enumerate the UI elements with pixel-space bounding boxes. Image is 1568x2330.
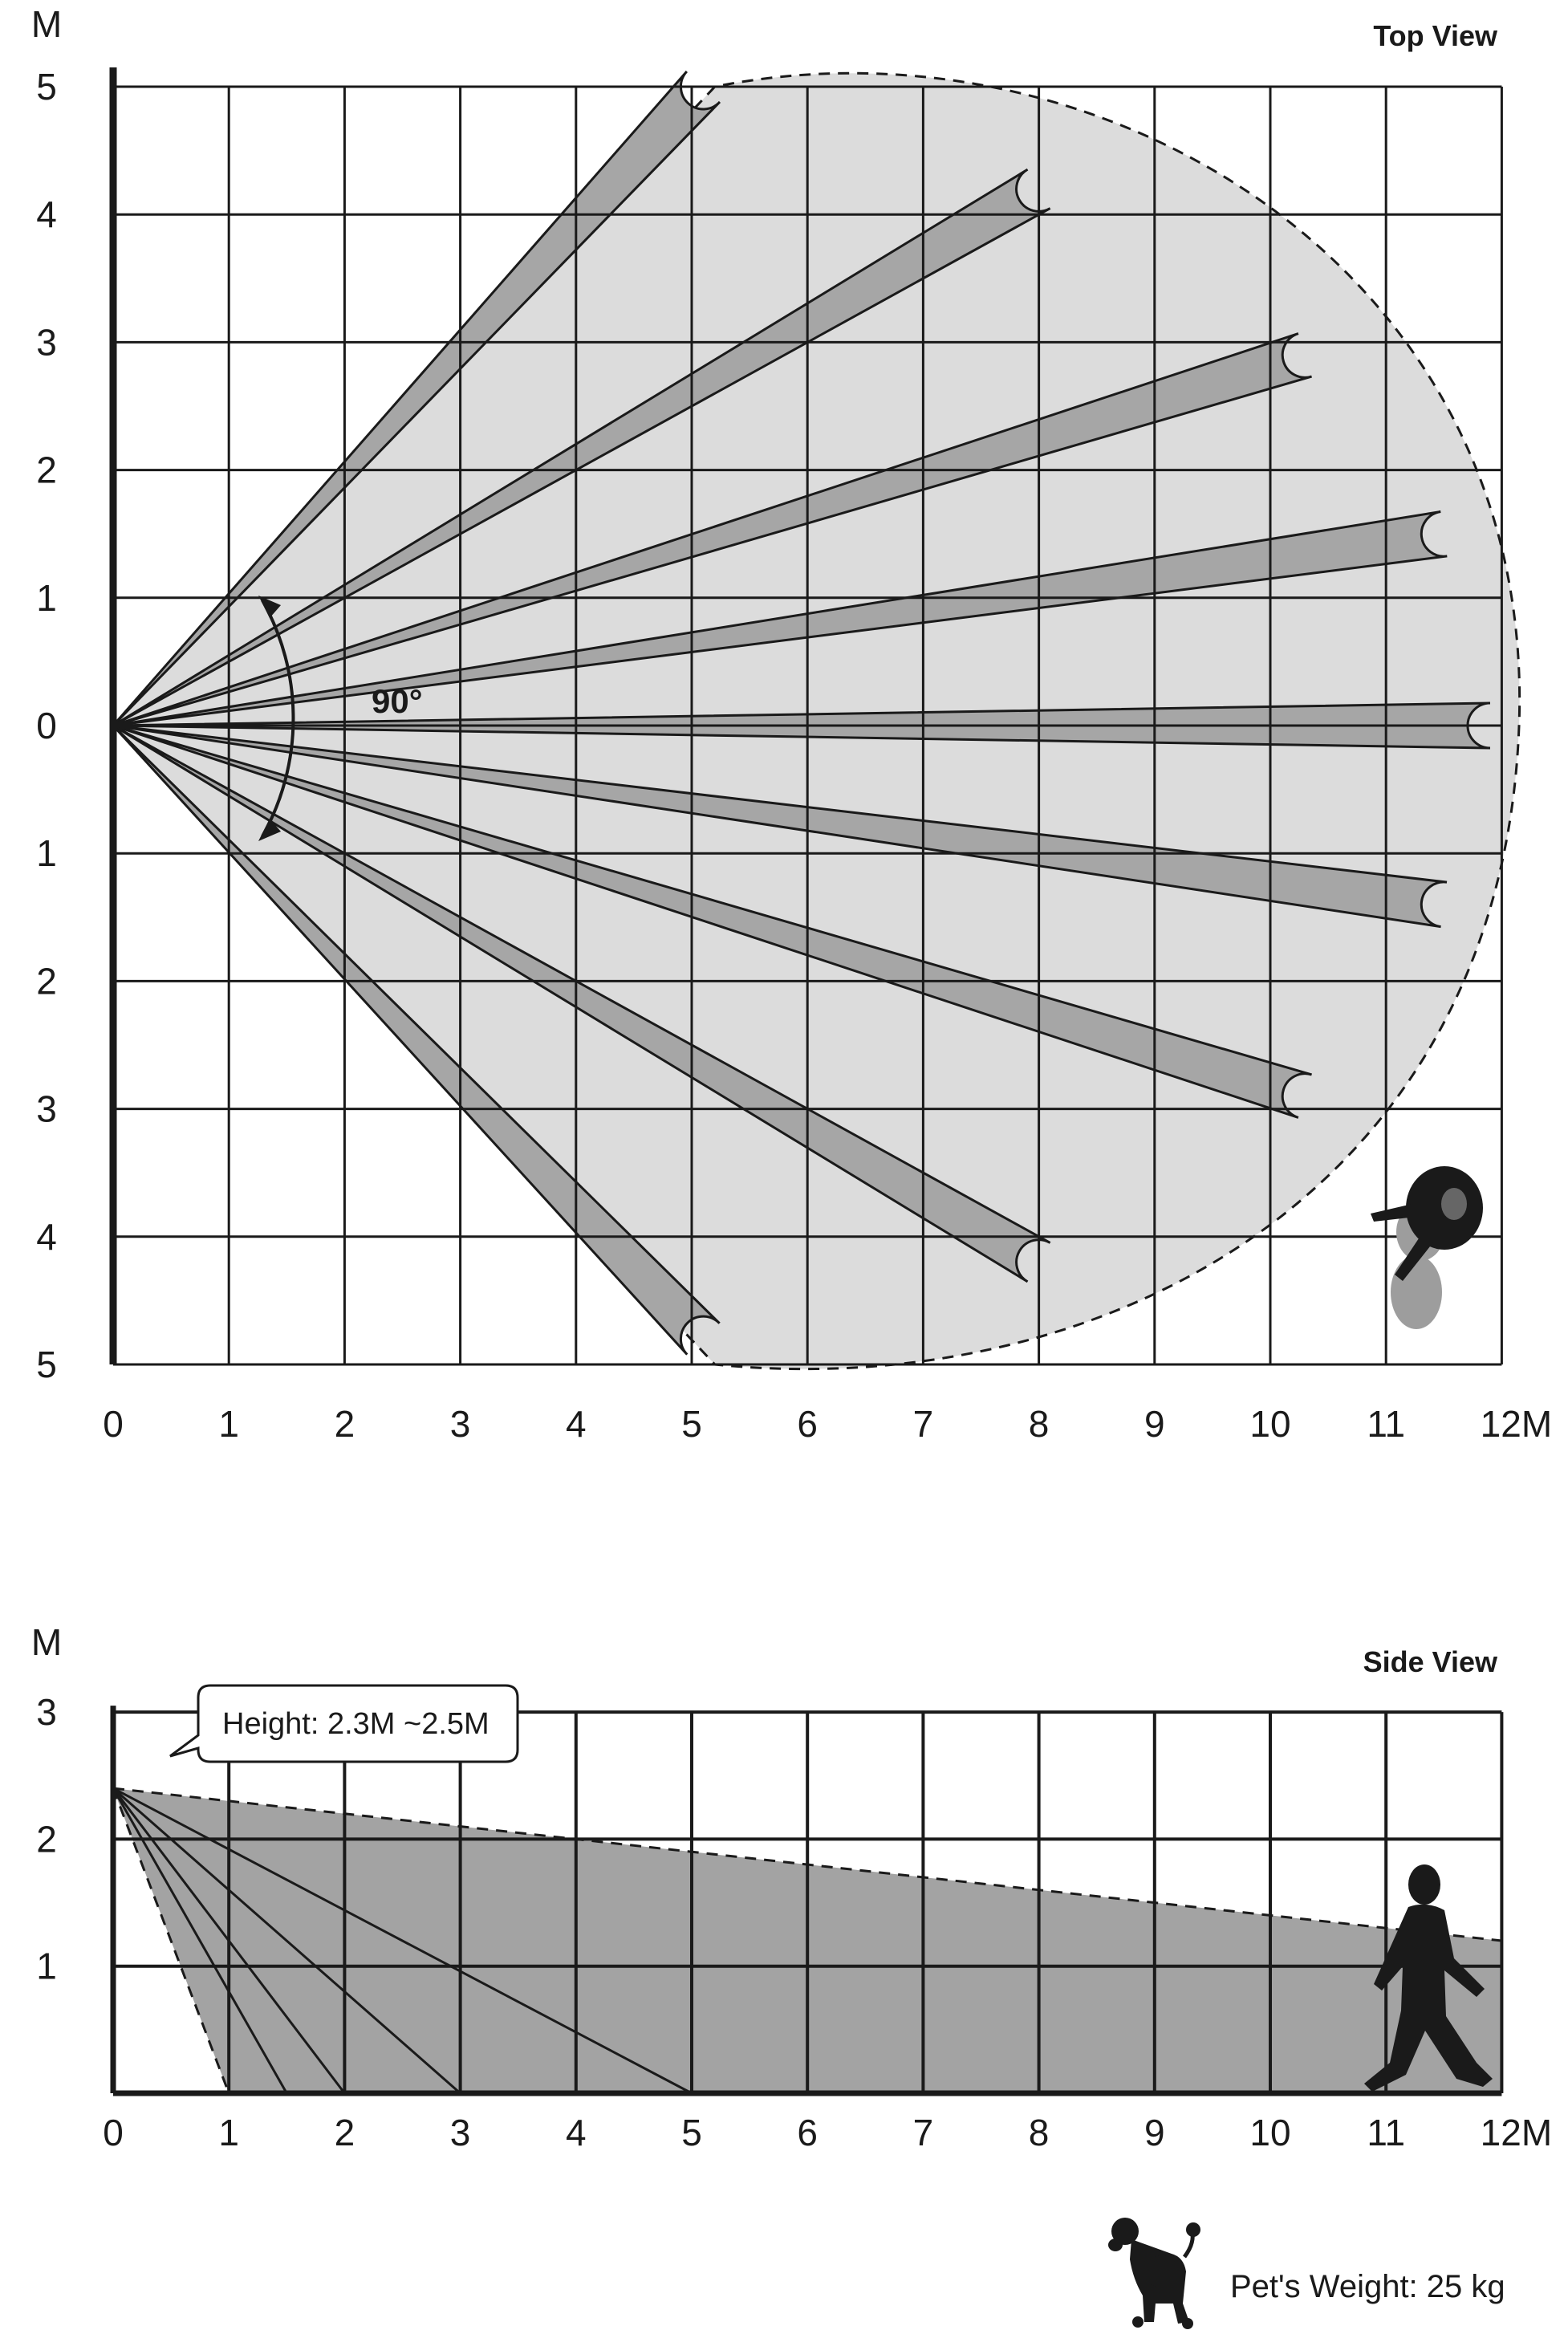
side-x-tick: 10 [1249, 2112, 1290, 2153]
side-x-ticks: 0 1 2 3 4 5 6 7 8 9 10 11 12M [103, 2112, 1552, 2153]
top-y-tick: 2 [36, 960, 57, 1002]
top-x-tick: 9 [1144, 1403, 1165, 1445]
top-x-ticks: 0 1 2 3 4 5 6 7 8 9 10 11 12M [103, 1403, 1552, 1445]
person-top-view-icon [1371, 1166, 1483, 1329]
top-x-tick: 10 [1249, 1403, 1290, 1445]
side-x-tick: 9 [1144, 2112, 1165, 2153]
walking-person-icon [1364, 1864, 1493, 2092]
side-x-tick: 5 [681, 2112, 702, 2153]
pet-weight-label: Pet's Weight: 25 kg [1230, 2269, 1505, 2304]
beam-7 [112, 724, 1313, 1119]
beam-3 [112, 332, 1313, 727]
side-view-title: Side View [1363, 1645, 1498, 1678]
top-x-tick: 0 [103, 1403, 124, 1445]
side-y-tick: 1 [36, 1946, 57, 1987]
top-x-tick: 11 [1367, 1403, 1405, 1445]
top-x-tick: 12M [1481, 1403, 1552, 1445]
beam-4 [112, 510, 1448, 727]
beam-1 [112, 70, 721, 727]
top-x-tick: 6 [797, 1403, 818, 1445]
top-x-tick: 7 [913, 1403, 934, 1445]
top-y-tick: 3 [36, 1088, 57, 1130]
height-callout-text: Height: 2.3M ~2.5M [222, 1707, 489, 1741]
top-y-tick: 4 [36, 1216, 57, 1258]
beam-8 [112, 724, 1051, 1283]
side-view: Side View M 3 2 1 0 1 2 3 4 5 6 7 8 9 10 11 12M Height… [31, 1621, 1552, 2153]
top-x-tick: 3 [450, 1403, 471, 1445]
top-x-tick: 8 [1029, 1403, 1050, 1445]
top-y-tick: 5 [36, 1344, 57, 1385]
angle-label: 90° [372, 682, 423, 720]
side-x-tick: 1 [218, 2112, 239, 2153]
side-x-tick: 7 [913, 2112, 934, 2153]
side-x-tick: 11 [1367, 2112, 1405, 2153]
side-x-tick: 2 [335, 2112, 355, 2153]
angle-arc [261, 600, 295, 837]
side-y-ticks: 3 2 1 [36, 1691, 57, 1987]
top-y-tick: 3 [36, 321, 57, 363]
side-x-tick: 12M [1481, 2112, 1552, 2153]
top-unit-label: M [31, 3, 62, 45]
top-beams [112, 70, 1491, 1356]
angle-arrow-top-icon [258, 596, 281, 618]
side-unit-label: M [31, 1621, 62, 1663]
top-x-tick: 1 [218, 1403, 239, 1445]
top-view-title: Top View [1373, 19, 1498, 52]
side-x-tick: 3 [450, 2112, 471, 2153]
side-x-tick: 8 [1029, 2112, 1050, 2153]
top-y-tick: 2 [36, 449, 57, 491]
side-y-tick: 3 [36, 1691, 57, 1733]
side-near-edge [112, 1787, 230, 2094]
side-y-tick: 2 [36, 1818, 57, 1860]
top-x-tick: 2 [335, 1403, 355, 1445]
top-x-tick: 5 [681, 1403, 702, 1445]
height-callout: Height: 2.3M ~2.5M [169, 1684, 519, 1763]
top-y-tick: 1 [36, 832, 57, 874]
top-y-ticks: 5 4 3 2 1 0 1 2 3 4 5 [36, 66, 57, 1385]
side-x-tick: 6 [797, 2112, 818, 2153]
top-y-tick: 0 [36, 705, 57, 746]
callout-bubble [169, 1684, 519, 1763]
side-x-tick: 4 [566, 2112, 587, 2153]
pet-legend: Pet's Weight: 25 kg [1108, 2218, 1505, 2329]
beam-6 [112, 724, 1448, 929]
beam-2 [112, 168, 1051, 727]
top-grid [113, 85, 1503, 1366]
side-x-tick: 0 [103, 2112, 124, 2153]
top-y-tick: 1 [36, 577, 57, 619]
top-y-tick: 5 [36, 66, 57, 108]
angle-arrow-bottom-icon [258, 819, 281, 841]
top-x-tick: 4 [566, 1403, 587, 1445]
poodle-icon [1108, 2218, 1200, 2329]
beam-9 [112, 724, 721, 1356]
top-y-tick: 4 [36, 193, 57, 235]
side-grid [110, 1706, 1504, 2096]
